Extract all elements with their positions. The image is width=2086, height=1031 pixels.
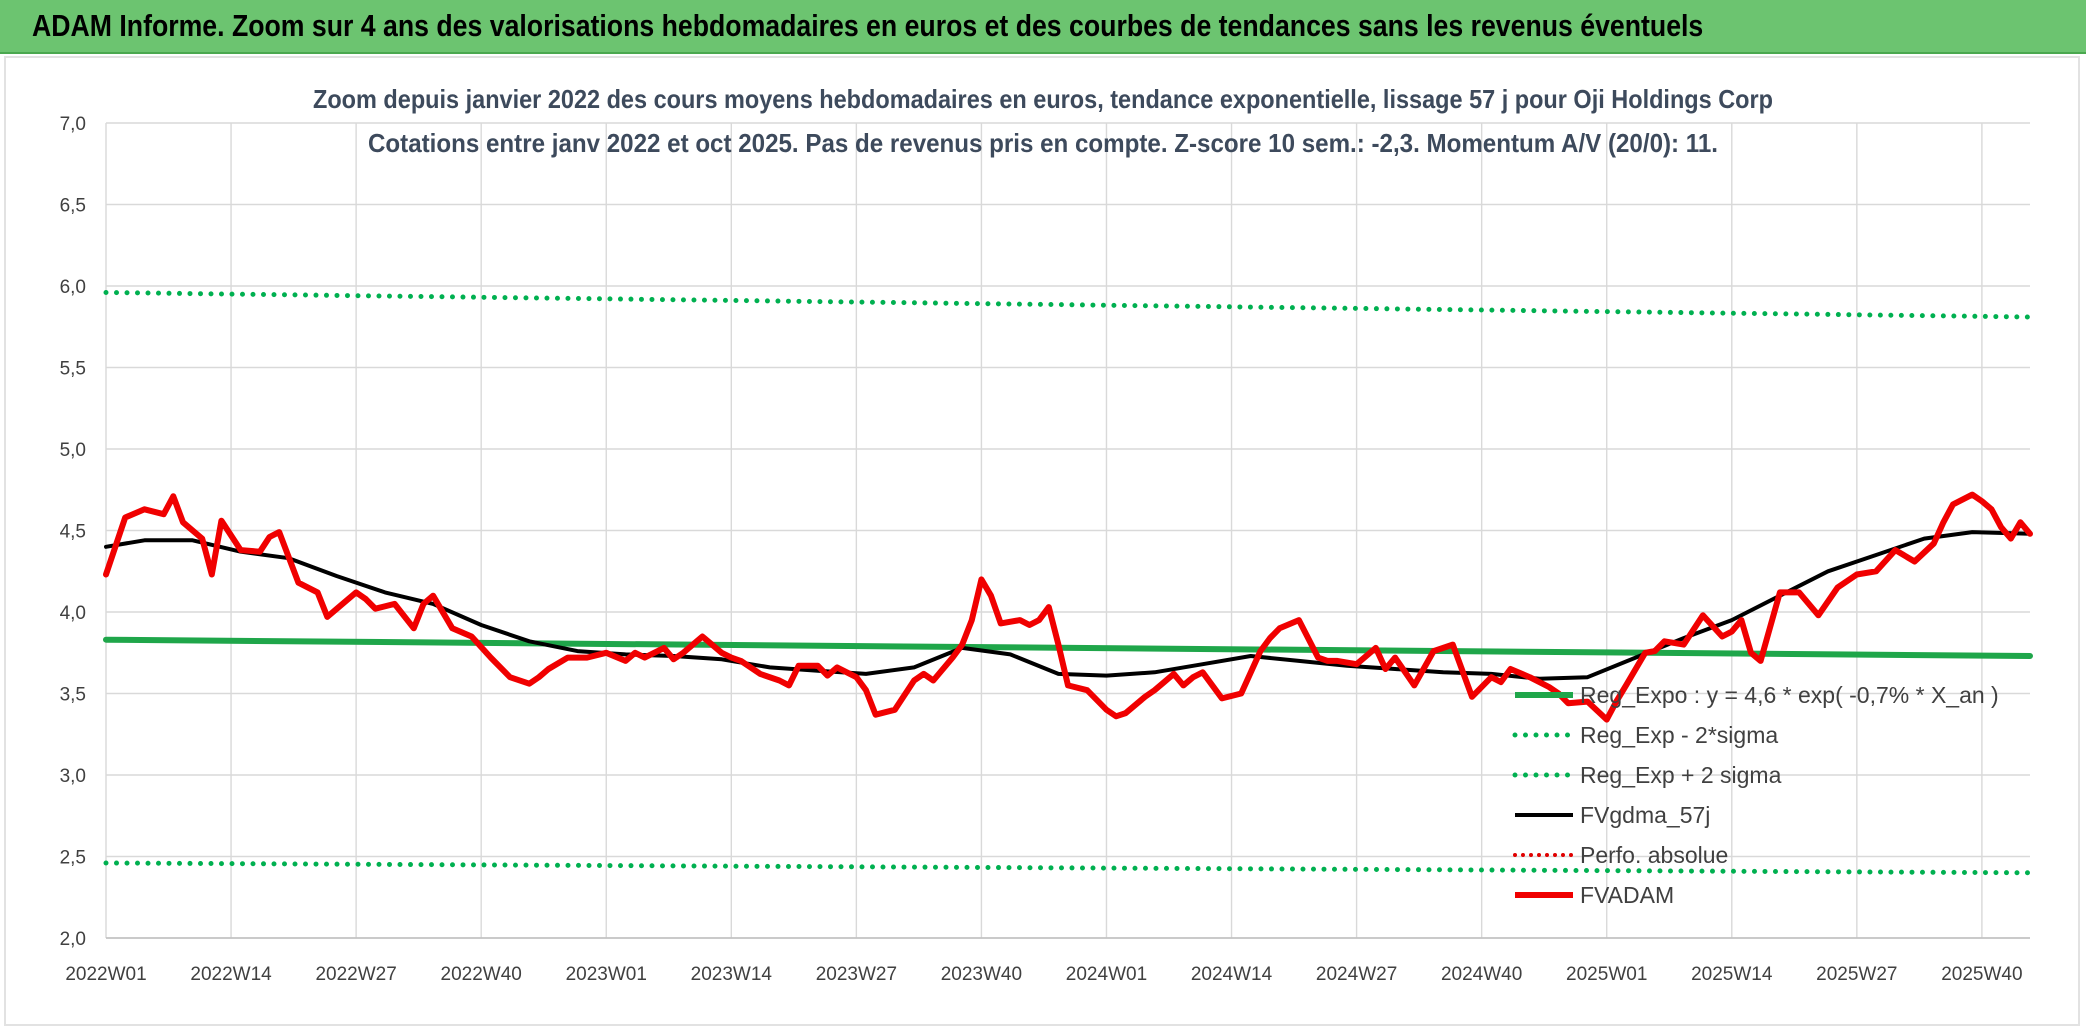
report-title: ADAM Informe. Zoom sur 4 ans des valoris… (32, 8, 1704, 43)
x-tick-label: 2023W01 (566, 964, 647, 985)
x-tick-label: 2025W14 (1691, 964, 1773, 985)
y-tick-label: 6,5 (60, 196, 86, 217)
series-layer (103, 290, 2033, 876)
x-tick-label: 2025W01 (1566, 964, 1647, 985)
series-fvgdma-57j-line (104, 530, 2032, 681)
chart-title: Zoom depuis janvier 2022 des cours moyen… (313, 84, 1773, 158)
x-tick-label: 2022W40 (441, 964, 522, 985)
chart-title-line-2: Cotations entre janv 2022 et oct 2025. P… (368, 128, 1718, 158)
y-tick-label: 2,0 (60, 929, 86, 950)
legend-label-reg-exp-minus-2sigma: Reg_Exp - 2*sigma (1580, 722, 1778, 748)
x-tick-label: 2024W27 (1316, 964, 1397, 985)
legend-label-fvadam: FVADAM (1580, 882, 1674, 908)
chart-title-line-1: Zoom depuis janvier 2022 des cours moyen… (313, 84, 1773, 114)
x-tick-label: 2023W14 (691, 964, 773, 985)
series-reg-expo-line (103, 636, 2033, 659)
chart-frame (4, 56, 2080, 1026)
x-tick-label: 2024W14 (1191, 964, 1273, 985)
x-tick-label: 2022W14 (190, 964, 272, 985)
y-tick-label: 4,0 (60, 603, 86, 624)
x-tick-label: 2024W01 (1066, 964, 1147, 985)
x-tick-label: 2025W40 (1941, 964, 2022, 985)
y-tick-label: 3,5 (60, 685, 86, 706)
report-banner: ADAM Informe. Zoom sur 4 ans des valoris… (0, 0, 2086, 54)
x-tick-label: 2022W27 (315, 964, 396, 985)
series-fvadam-line (103, 491, 2033, 723)
y-tick-label: 6,0 (60, 277, 86, 298)
y-tick-label: 7,0 (60, 114, 86, 135)
y-axis: 2,0 2,5 3,0 3,5 4,0 4,5 5,0 5,5 6,0 6,5 7,0 (60, 114, 86, 950)
legend-label-fvgdma-57j: FVgdma_57j (1580, 802, 1710, 828)
legend-label-reg-exp-plus-2sigma: Reg_Exp + 2 sigma (1580, 762, 1782, 788)
x-tick-label: 2024W40 (1441, 964, 1522, 985)
legend-label-perfo-absolue: Perfo. absolue (1580, 842, 1728, 868)
y-tick-label: 4,5 (60, 522, 86, 543)
chart-legend: Reg_Expo : y = 4,6 * exp( -0,7% * X_an )… (1512, 682, 1999, 908)
x-tick-label: 2022W01 (65, 964, 146, 985)
chart-grid (105, 122, 2030, 939)
y-tick-label: 5,5 (60, 359, 86, 380)
y-tick-label: 3,0 (60, 766, 86, 787)
x-tick-label: 2025W27 (1816, 964, 1897, 985)
x-tick-label: 2023W27 (816, 964, 897, 985)
y-tick-label: 2,5 (60, 848, 86, 869)
x-tick-label: 2023W40 (941, 964, 1022, 985)
x-axis: 2022W01 2022W14 2022W27 2022W40 2023W01 2023W… (65, 964, 2022, 985)
series-reg-exp-minus-2sigma-line (103, 860, 2033, 876)
series-reg-exp-plus-2sigma-line (103, 290, 2033, 320)
y-tick-label: 5,0 (60, 440, 86, 461)
legend-label-reg-expo: Reg_Expo : y = 4,6 * exp( -0,7% * X_an ) (1580, 682, 1999, 708)
